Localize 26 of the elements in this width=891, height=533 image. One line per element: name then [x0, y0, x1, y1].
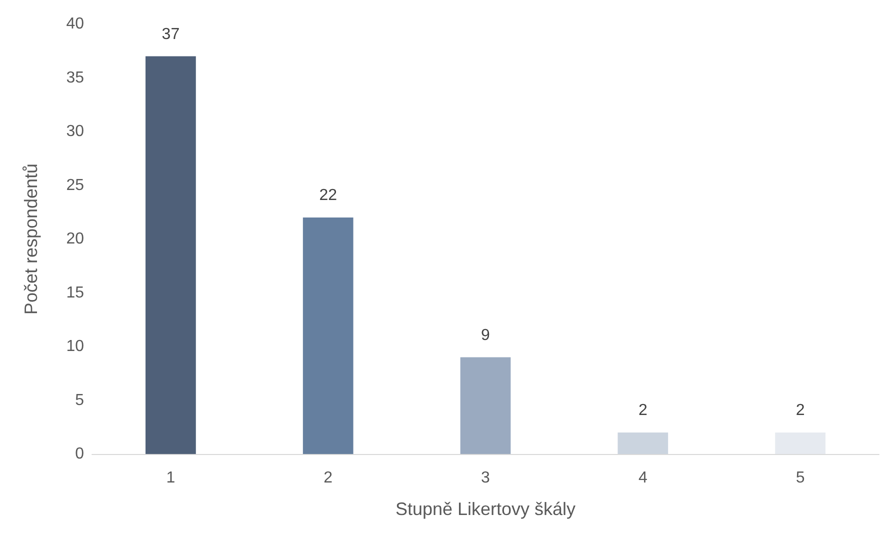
x-tick-label: 3 — [481, 470, 490, 486]
data-label: 2 — [796, 402, 805, 419]
y-tick-label: 0 — [75, 446, 84, 462]
x-axis-title: Stupně Likertovy škály — [395, 499, 576, 519]
y-tick-label: 10 — [66, 338, 84, 355]
bar — [460, 357, 511, 454]
y-tick-label: 25 — [66, 176, 84, 194]
x-tick-label: 2 — [324, 470, 333, 486]
x-tick-label: 5 — [796, 470, 805, 486]
x-tick-label: 4 — [638, 470, 648, 486]
y-tick-label: 5 — [75, 392, 84, 409]
y-tick-label: 30 — [66, 123, 84, 140]
y-tick-label: 35 — [66, 69, 84, 86]
data-label: 22 — [319, 187, 338, 204]
bar — [618, 432, 668, 454]
data-label: 2 — [638, 402, 648, 419]
y-tick-label: 15 — [66, 284, 84, 302]
data-label: 9 — [481, 326, 490, 344]
y-tick-label: 40 — [66, 16, 84, 32]
bar — [302, 218, 354, 454]
y-axis-title: Počet respondentů — [21, 163, 41, 315]
y-tick-label: 20 — [66, 230, 84, 248]
x-tick-label: 1 — [166, 470, 176, 486]
bar — [146, 56, 196, 454]
data-label: 37 — [162, 26, 180, 43]
bar — [775, 432, 826, 454]
